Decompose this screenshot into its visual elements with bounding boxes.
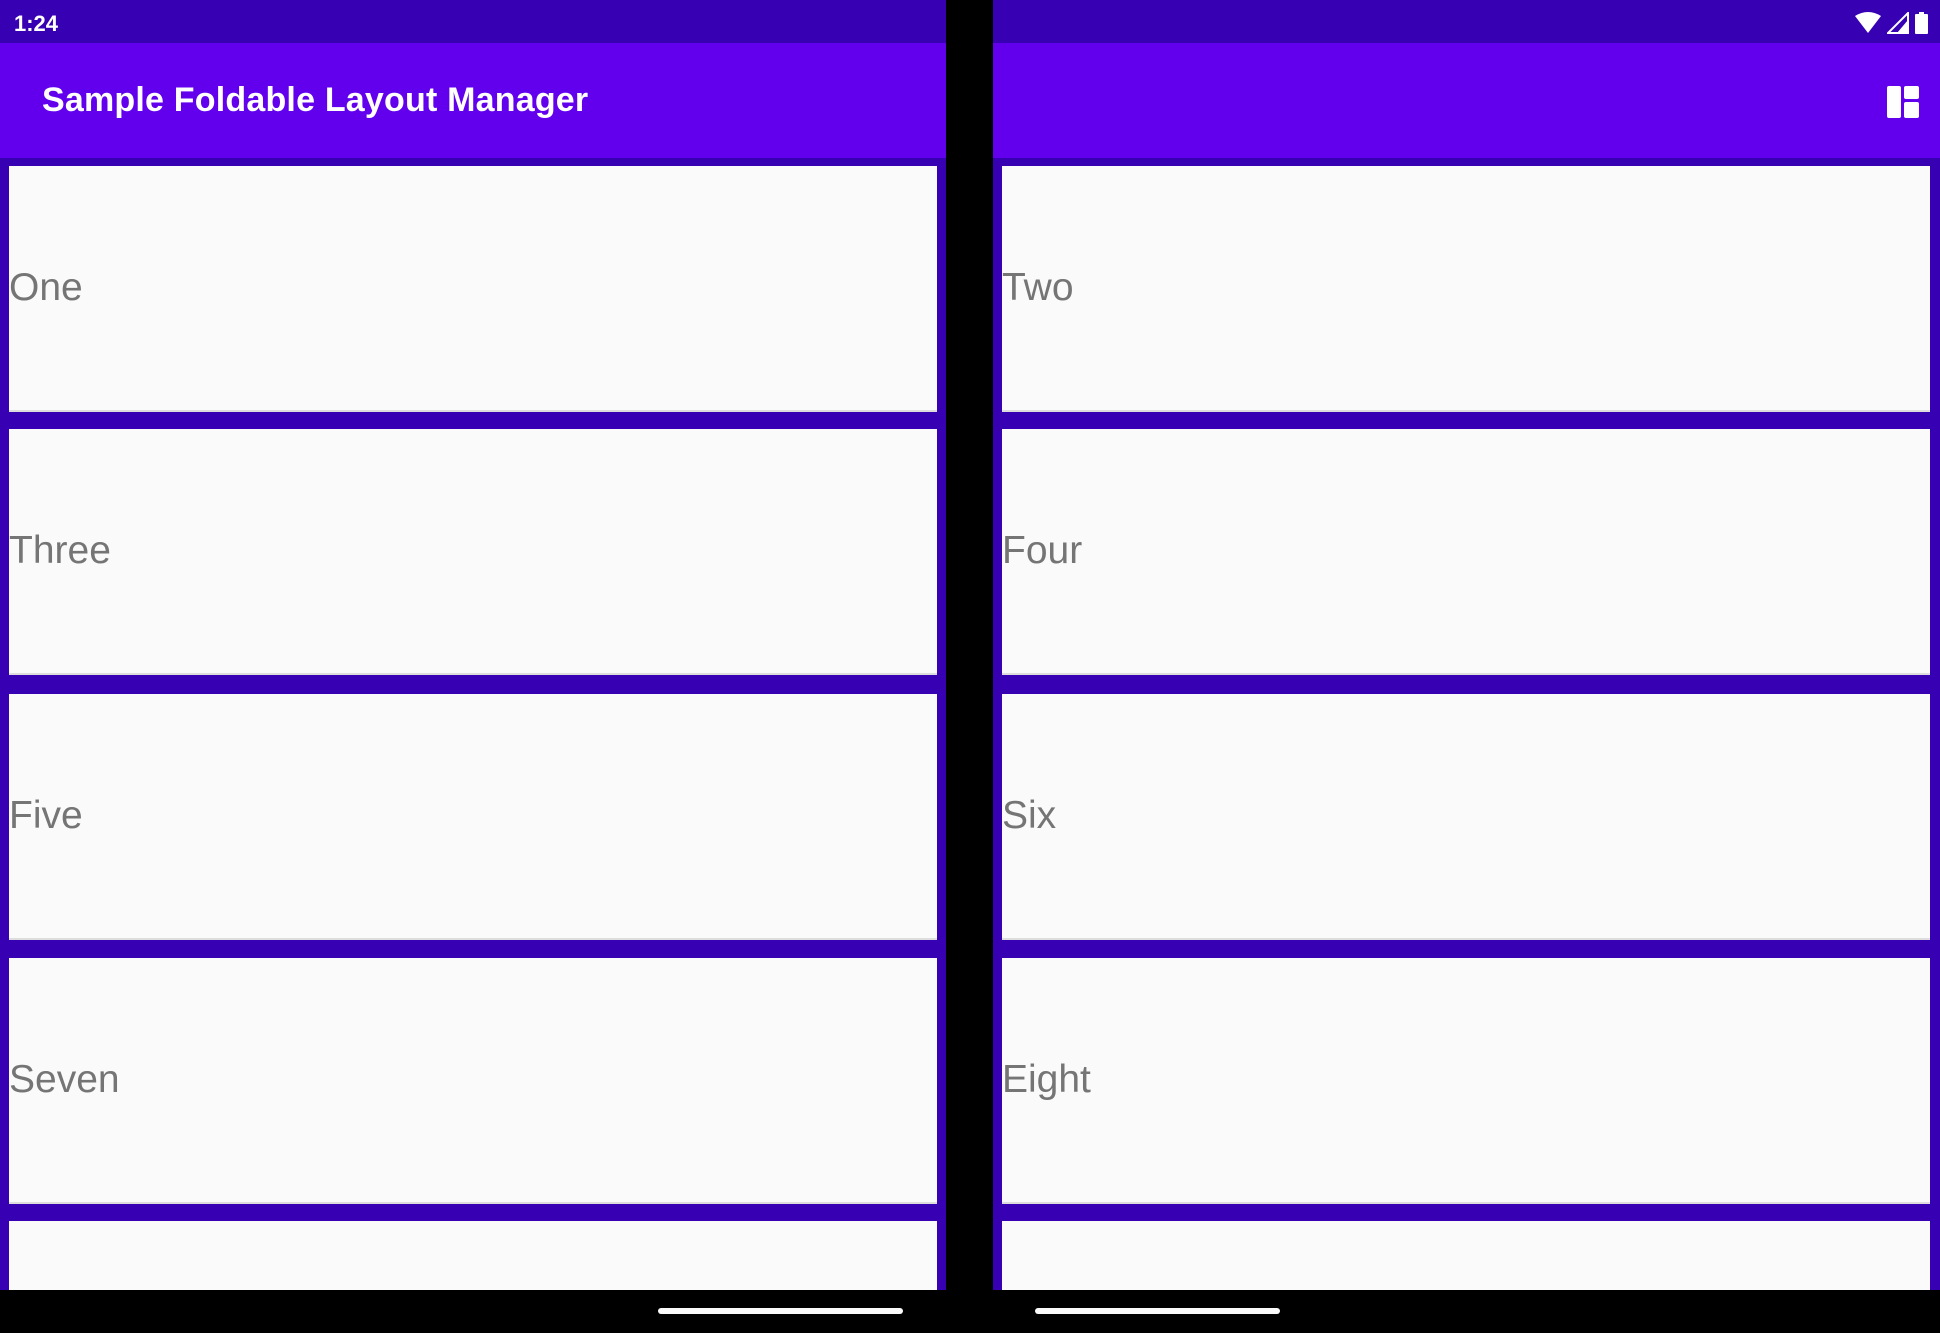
app-title: Sample Foldable Layout Manager xyxy=(42,81,589,119)
status-bar: 1:24 xyxy=(0,2,946,43)
list-item-label: Seven xyxy=(9,1058,120,1101)
list-item-label: Three xyxy=(9,529,111,572)
app-bar: Sample Foldable Layout Manager xyxy=(0,43,946,158)
wifi-icon xyxy=(1855,12,1881,33)
gesture-handle[interactable] xyxy=(658,1308,903,1314)
list-item[interactable]: Three xyxy=(9,429,937,675)
list-item[interactable]: Four xyxy=(1002,429,1930,675)
battery-icon xyxy=(1915,12,1928,34)
list-item[interactable]: Eight xyxy=(1002,958,1930,1204)
list-item[interactable] xyxy=(1002,1221,1930,1290)
list-item[interactable] xyxy=(9,1221,937,1290)
gesture-handle[interactable] xyxy=(1035,1308,1280,1314)
right-screen: Two Four Six Eight xyxy=(993,0,1940,1290)
list-item[interactable]: Seven xyxy=(9,958,937,1204)
left-screen: 1:24 Sample Foldable Layout Manager One … xyxy=(0,0,946,1290)
app-bar xyxy=(993,43,1940,158)
list-item[interactable]: Five xyxy=(9,694,937,940)
list-item-label: Six xyxy=(1002,794,1057,837)
list-item-label: Four xyxy=(1002,529,1083,572)
list-item-label: One xyxy=(9,266,83,309)
cellular-signal-icon xyxy=(1887,12,1909,34)
list-item-label: Eight xyxy=(1002,1058,1091,1101)
list-item[interactable]: Six xyxy=(1002,694,1930,940)
list-item-label: Five xyxy=(9,794,83,837)
list-item[interactable]: Two xyxy=(1002,166,1930,412)
status-time: 1:24 xyxy=(14,11,59,36)
list-item-label: Two xyxy=(1002,266,1074,309)
dashboard-layout-icon[interactable] xyxy=(1886,85,1920,119)
navigation-bar xyxy=(0,1290,1940,1333)
status-bar xyxy=(993,2,1940,43)
list-item[interactable]: One xyxy=(9,166,937,412)
